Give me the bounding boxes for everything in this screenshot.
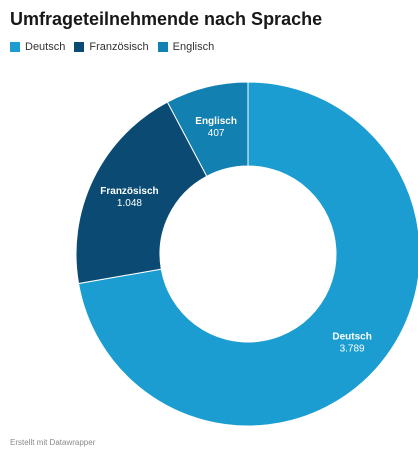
legend-label-deutsch: Deutsch — [25, 41, 66, 53]
legend-swatch-englisch — [157, 42, 168, 52]
chart-title: Umfrageteilnehmende nach Sprache — [10, 9, 323, 29]
donut-slice-deutsch — [77, 81, 418, 427]
donut-slice-franzoesisch — [75, 101, 208, 285]
slice-label-englisch: Englisch — [195, 116, 237, 127]
slice-label-deutsch: Deutsch — [332, 332, 371, 343]
footer-credit: Erstellt mit Datawrapper — [10, 438, 96, 447]
legend-label-englisch: Englisch — [172, 41, 215, 53]
slice-value-englisch: 407 — [208, 128, 225, 139]
legend-swatch-franzoesisch — [74, 42, 85, 52]
donut-slice-englisch — [166, 81, 249, 177]
legend-item-franzoesisch: Französisch — [74, 41, 149, 53]
legend-item-deutsch: Deutsch — [10, 41, 65, 53]
legend-label-franzoesisch: Französisch — [89, 41, 149, 53]
legend-item-englisch: Englisch — [157, 41, 215, 53]
slice-value-franzoesisch: 1.048 — [117, 198, 142, 209]
slice-value-deutsch: 3.789 — [340, 344, 365, 355]
legend: Deutsch Französisch Englisch — [10, 41, 223, 53]
slice-label-franzoesisch: Französisch — [100, 186, 158, 197]
legend-swatch-deutsch — [10, 42, 20, 52]
